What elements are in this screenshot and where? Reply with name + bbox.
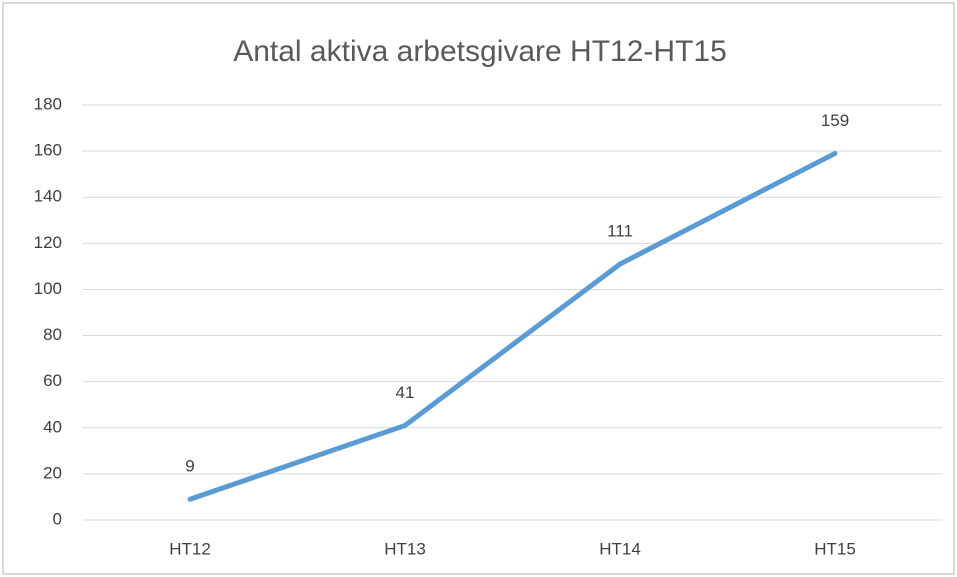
y-tick-label: 120 <box>34 233 62 252</box>
data-label: 111 <box>607 222 633 241</box>
x-tick-label: HT15 <box>814 539 856 558</box>
x-tick-label: HT13 <box>384 539 426 558</box>
y-tick-label: 40 <box>43 417 62 436</box>
y-tick-label: 180 <box>34 94 62 113</box>
chart-title: Antal aktiva arbetsgivare HT12-HT15 <box>233 35 727 68</box>
data-label: 41 <box>396 383 415 402</box>
x-tick-label: HT14 <box>599 539 641 558</box>
y-tick-label: 20 <box>43 463 62 482</box>
x-tick-label: HT12 <box>169 539 211 558</box>
data-label: 159 <box>821 111 849 130</box>
y-tick-label: 0 <box>53 509 62 528</box>
data-label: 9 <box>185 457 194 476</box>
data-line <box>187 150 838 502</box>
y-tick-label: 160 <box>34 141 62 160</box>
y-tick-label: 80 <box>43 325 62 344</box>
y-tick-label: 100 <box>34 279 62 298</box>
y-tick-label: 60 <box>43 371 62 390</box>
y-tick-label: 140 <box>34 187 62 206</box>
